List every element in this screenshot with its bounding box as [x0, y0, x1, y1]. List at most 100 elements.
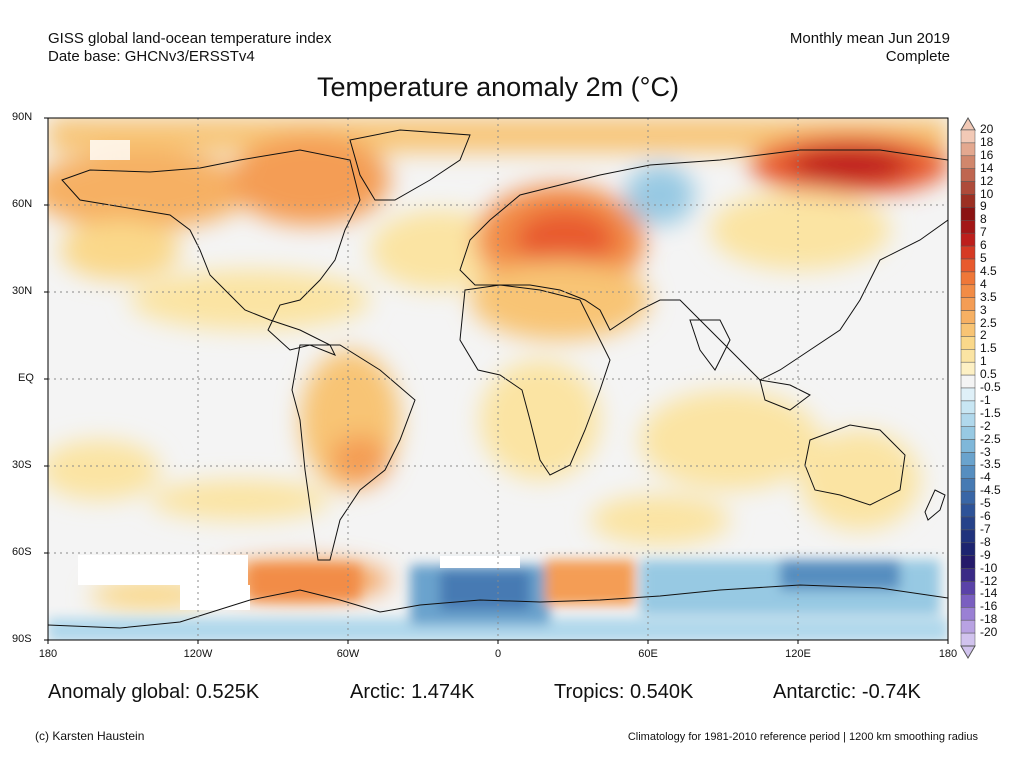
colorbar-label: -1 — [980, 392, 991, 407]
colorbar-label: 9 — [980, 199, 987, 214]
colorbar-swatch — [960, 632, 976, 647]
lat-label-90s: 90S — [12, 633, 32, 645]
lon-label-60w: 60W — [336, 648, 360, 660]
colorbar-swatch — [960, 529, 976, 544]
colorbar-swatch — [960, 129, 976, 144]
data-base-label: Date base: GHCNv3/ERSSTv4 — [48, 48, 255, 65]
colorbar-arrow-top — [960, 117, 976, 131]
lon-label-120w: 120W — [183, 648, 213, 660]
colorbar-label: 8 — [980, 212, 987, 227]
colorbar-swatch — [960, 181, 976, 195]
colorbar-swatch — [960, 297, 976, 311]
colorbar-swatch — [960, 155, 976, 169]
colorbar-swatch — [960, 245, 976, 260]
colorbar-label: -7 — [980, 521, 991, 536]
global-anomaly: Anomaly global: 0.525K — [48, 681, 260, 703]
tropics-anomaly: Tropics: 0.540K — [554, 681, 694, 703]
colorbar-label: 12 — [980, 173, 994, 188]
colorbar-label: 7 — [980, 225, 987, 240]
arctic-anomaly: Arctic: 1.474K — [350, 681, 475, 703]
colorbar-swatch — [960, 374, 976, 389]
colorbar-label: 20 — [980, 122, 994, 136]
colorbar-swatch — [960, 310, 976, 324]
colorbar-swatch — [960, 542, 976, 556]
colorbar-swatch — [960, 607, 976, 621]
lat-label-60n: 60N — [12, 198, 33, 210]
lat-label-30n: 30N — [12, 285, 33, 297]
lon-label-60e: 60E — [638, 648, 658, 660]
colorbar-swatch — [960, 142, 976, 157]
lon-label-0: 0 — [494, 648, 502, 660]
colorbar-label: -5 — [980, 496, 991, 511]
colorbar-label: 4 — [980, 276, 987, 291]
colorbar-swatch — [960, 168, 976, 182]
colorbar-swatch — [960, 619, 976, 634]
colorbar-label: -10 — [980, 560, 998, 575]
antarctic-anomaly: Antarctic: -0.74K — [773, 681, 921, 703]
colorbar-swatches — [960, 117, 976, 659]
colorbar-swatch — [960, 361, 976, 376]
colorbar-label: 0.5 — [980, 367, 997, 382]
colorbar-arrow-bottom — [960, 645, 976, 659]
colorbar-label: 5 — [980, 251, 987, 265]
colorbar-swatch — [960, 594, 976, 608]
colorbar-swatch — [960, 220, 976, 234]
colorbar-label: 4.5 — [980, 263, 997, 278]
lon-label-180e: 180 — [938, 648, 958, 660]
colorbar-label: -14 — [980, 586, 998, 601]
colorbar-label: -1.5 — [980, 405, 1001, 420]
colorbar-swatch — [960, 207, 976, 221]
map-field — [48, 118, 948, 640]
colorbar-swatch — [960, 452, 976, 466]
colorbar-swatch — [960, 426, 976, 440]
colorbar-label: 6 — [980, 238, 987, 253]
colorbar-label: -4.5 — [980, 483, 1001, 498]
colorbar-label: 14 — [980, 160, 994, 175]
colorbar-label: -6 — [980, 509, 991, 523]
colorbar-label: 1.5 — [980, 341, 997, 356]
colorbar-label: -2 — [980, 418, 991, 433]
lat-label-90n: 90N — [12, 111, 33, 123]
colorbar-label: 3.5 — [980, 289, 997, 304]
colorbar-swatch — [960, 258, 976, 273]
colorbar-label: -20 — [980, 625, 998, 640]
colorbar-swatch — [960, 387, 976, 402]
colorbar-swatch — [960, 336, 976, 350]
lat-label-30s: 30S — [12, 459, 32, 471]
colorbar-swatch — [960, 478, 976, 492]
copyright-label: (c) Karsten Haustein — [35, 729, 145, 743]
colorbar-swatch — [960, 516, 976, 531]
colorbar-swatch — [960, 194, 976, 208]
colorbar-label: -18 — [980, 612, 998, 627]
colorbar-label: 1 — [980, 354, 987, 369]
lat-label-60s: 60S — [12, 546, 32, 558]
colorbar-swatch — [960, 439, 976, 453]
colorbar-label: -0.5 — [980, 380, 1001, 394]
axis-ticks — [44, 117, 949, 644]
lon-label-180w: 180 — [38, 648, 58, 660]
colorbar-swatch — [960, 284, 976, 298]
colorbar-label: 3 — [980, 302, 987, 317]
colorbar-swatch — [960, 490, 976, 505]
colorbar-swatch — [960, 413, 976, 427]
colorbar-label: -16 — [980, 599, 998, 614]
completeness-label: Complete — [885, 48, 950, 65]
colorbar-label: 16 — [980, 147, 994, 162]
colorbar-label: -12 — [980, 573, 998, 588]
colorbar-swatch — [960, 503, 976, 518]
colorbar-swatch — [960, 465, 976, 479]
colorbar-swatch — [960, 323, 976, 337]
colorbar-label: -3.5 — [980, 457, 1001, 472]
colorbar-label: 18 — [980, 134, 994, 149]
colorbar-label: -9 — [980, 547, 991, 562]
map-title: Temperature anomaly 2m (°C) — [317, 72, 679, 102]
lat-label-eq: EQ — [18, 372, 34, 384]
colorbar-label: 10 — [980, 186, 994, 201]
colorbar-label: -4 — [980, 470, 991, 485]
colorbar-swatch — [960, 568, 976, 582]
source-title: GISS global land-ocean temperature index — [48, 30, 332, 47]
colorbar-swatch — [960, 232, 976, 247]
colorbar-label: -3 — [980, 444, 991, 459]
lon-label-120e: 120E — [785, 648, 811, 660]
